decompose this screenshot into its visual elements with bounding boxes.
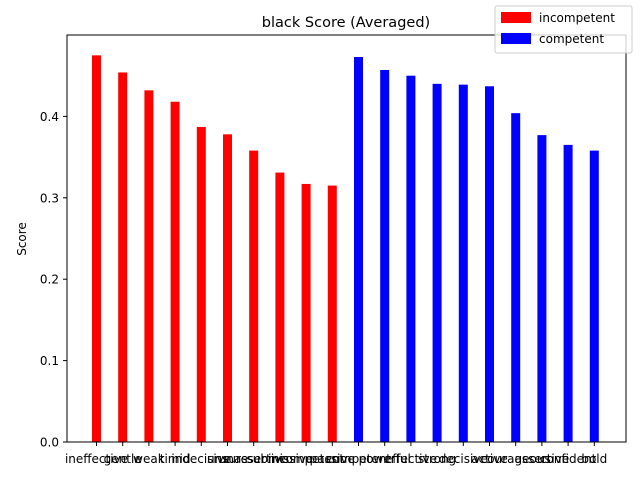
bar-active [485,86,494,442]
plot-frame [66,34,627,443]
y-tick-label: 0.4 [40,110,59,124]
bar-passive [327,185,337,442]
bar-courageous [511,113,521,442]
legend-swatch-competent [501,33,531,44]
x-tick-label-competent: competent [326,452,391,466]
x-tick-label-bold: bold [581,452,607,466]
bar-strong [432,83,442,442]
bar-incompetent [301,183,311,442]
y-tick-label: 0.3 [40,191,59,205]
x-tick-label-weak: weak [133,452,165,466]
bar-assertive [537,135,547,442]
bar-decisive [458,84,468,443]
x-tick-label-effective: effective [385,452,437,466]
bar-bold [589,150,599,442]
legend-label-incompetent: incompetent [539,11,615,25]
bar-ineffective [92,55,101,442]
bar-timid [170,101,180,442]
bar-gentle [118,72,128,442]
legend-swatch-incompetent [501,12,531,23]
bar-effective [406,75,416,442]
bar-competent [354,56,363,442]
x-tick-label-timid: timid [160,452,191,466]
bar-powerful [380,70,390,442]
x-tick-label-submissive: submissive [246,452,313,466]
bar-unsure [223,134,232,442]
x-tick-label-assertive: assertive [515,452,570,466]
x-tick-label-gentle: gentle [104,452,142,466]
y-axis-label: Score [15,222,29,256]
x-tick-label-powerful: powerful [359,452,411,466]
x-tick-label-passive: passive [310,452,355,466]
x-tick-label-confident: confident [540,452,597,466]
x-tick-label-active: active [471,452,507,466]
x-tick-label-incompetent: incompetent [268,452,344,466]
legend-label-competent: competent [539,32,604,46]
y-tick-label: 0.1 [40,354,59,368]
bar-weak [144,90,154,442]
x-tick-label-ineffective: ineffective [65,452,128,466]
x-tick-label-unassertive: unassertive [219,452,289,466]
y-tick-label: 0.2 [40,273,59,287]
x-tick-label-courageous: courageous [481,452,551,466]
x-tick-label-unsure: unsure [207,452,248,466]
bar-confident [563,144,573,442]
bar-indecisive [196,126,206,442]
legend: incompetent competent [494,5,633,54]
bar-submissive [275,172,285,442]
chart-title: black Score (Averaged) [262,15,430,31]
bar-unassertive [249,150,259,442]
x-tick-label-indecisive: indecisive [171,452,231,466]
x-tick-label-strong: strong [418,452,456,466]
y-tick-label: 0.0 [40,436,59,450]
x-tick-label-decisive: decisive [439,452,488,466]
